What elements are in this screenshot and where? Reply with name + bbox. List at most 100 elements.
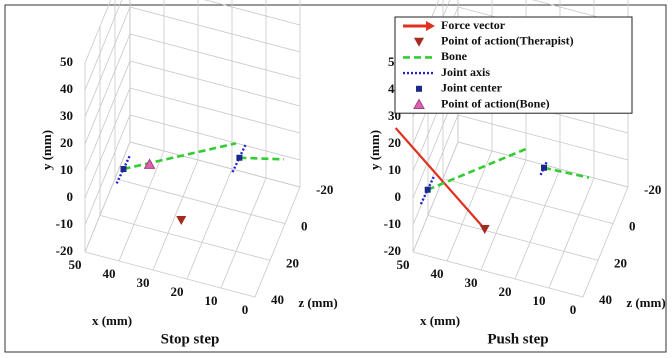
legend-label: Bone xyxy=(441,49,468,63)
x-tick-label: 20 xyxy=(499,284,512,299)
legend-label: Force vector xyxy=(441,18,506,32)
legend-swatch xyxy=(426,21,435,31)
series-line xyxy=(123,142,237,171)
series-line xyxy=(239,156,284,161)
grid-line xyxy=(457,114,629,161)
grid-line xyxy=(412,141,459,253)
legend-box xyxy=(394,16,633,114)
y-tick-label: -20 xyxy=(384,243,401,258)
legend-label: Point of action(Bone) xyxy=(441,96,550,110)
grid-line xyxy=(118,150,165,262)
series-line xyxy=(427,146,529,191)
grid-line xyxy=(129,6,301,53)
y-tick-label: 50 xyxy=(60,54,73,69)
y-tick-label: -10 xyxy=(384,216,401,231)
panel-title: Stop step xyxy=(161,331,220,347)
grid-line xyxy=(582,186,629,298)
marker-triangle-up xyxy=(143,158,156,169)
x-tick-label: 10 xyxy=(533,293,546,308)
marker-square xyxy=(120,166,127,172)
x-tick-label: 40 xyxy=(431,266,444,281)
z-tick-label: 20 xyxy=(614,255,627,270)
z-tick-label: 20 xyxy=(286,255,299,270)
marker-triangle-up xyxy=(413,98,425,109)
grid-line xyxy=(457,141,629,188)
grid-line xyxy=(114,178,286,225)
grid-line xyxy=(129,60,301,107)
grid-line xyxy=(84,141,131,253)
x-axis-label: x (mm) xyxy=(420,313,460,328)
y-axis-label: y (mm) xyxy=(367,130,382,170)
series-line xyxy=(231,142,248,173)
y-tick-label: 20 xyxy=(388,135,401,150)
x-tick-label: 50 xyxy=(69,257,82,272)
x-tick-label: 50 xyxy=(397,257,410,272)
x-tick-label: 30 xyxy=(137,275,150,290)
grid-line xyxy=(442,178,614,225)
marker-triangle-down xyxy=(176,216,187,225)
legend-label: Point of action(Therapist) xyxy=(441,33,574,47)
z-tick-label: -20 xyxy=(316,182,333,197)
series-line xyxy=(539,160,549,176)
force-vector xyxy=(394,127,486,230)
marker-triangle-down xyxy=(479,225,490,235)
grid-line xyxy=(412,114,459,226)
marker-square xyxy=(236,154,243,161)
legend-label: Joint axis xyxy=(441,65,490,79)
marker-square xyxy=(424,186,431,193)
grid-line xyxy=(220,177,267,289)
x-axis-label: x (mm) xyxy=(92,313,132,328)
x-tick-label: 40 xyxy=(103,266,116,281)
z-axis-label: z (mm) xyxy=(626,295,665,310)
grid-line xyxy=(254,186,301,298)
y-tick-label: 0 xyxy=(395,189,402,204)
series-line xyxy=(115,154,132,184)
z-tick-label: 40 xyxy=(271,292,284,307)
marker-triangle-down xyxy=(414,37,424,47)
y-tick-label: -10 xyxy=(56,216,73,231)
z-tick-label: 0 xyxy=(301,219,308,234)
grid-line xyxy=(412,251,584,298)
grid-line xyxy=(129,141,301,188)
grid-line xyxy=(84,33,131,145)
z-axis-label: z (mm) xyxy=(298,295,337,310)
grid-line xyxy=(84,251,256,298)
grid-line xyxy=(99,214,271,261)
grid-line xyxy=(186,168,233,280)
grid-line xyxy=(84,6,131,118)
panel-title: Push step xyxy=(487,331,548,347)
y-tick-label: 0 xyxy=(67,189,74,204)
grid-line xyxy=(514,168,561,280)
grid-line xyxy=(84,114,131,226)
grid-line xyxy=(84,0,123,91)
grid-line xyxy=(446,150,493,262)
legend-label: Joint center xyxy=(441,81,503,95)
marker-square xyxy=(416,85,422,92)
grid-line xyxy=(480,159,527,271)
grid-line xyxy=(427,214,599,261)
y-tick-label: 30 xyxy=(60,108,73,123)
x-tick-label: 10 xyxy=(205,293,218,308)
y-tick-label: -20 xyxy=(56,243,73,258)
figure-border xyxy=(4,4,667,353)
series-line xyxy=(543,166,590,179)
grid-line xyxy=(129,33,301,80)
grid-line xyxy=(548,177,595,289)
grid-line xyxy=(152,159,199,271)
y-tick-label: 20 xyxy=(60,135,73,150)
grid-line xyxy=(84,60,131,172)
grid-line xyxy=(203,0,301,26)
x-tick-label: 20 xyxy=(171,284,184,299)
x-tick-label: 0 xyxy=(242,302,249,317)
grid-line xyxy=(84,0,112,64)
x-tick-label: 30 xyxy=(465,275,478,290)
y-tick-label: 10 xyxy=(388,162,401,177)
y-tick-label: 40 xyxy=(60,81,73,96)
marker-square xyxy=(541,164,547,171)
x-tick-label: 0 xyxy=(570,302,577,317)
grid-line xyxy=(129,114,301,161)
series-line xyxy=(419,174,436,205)
grid-line xyxy=(129,87,301,134)
